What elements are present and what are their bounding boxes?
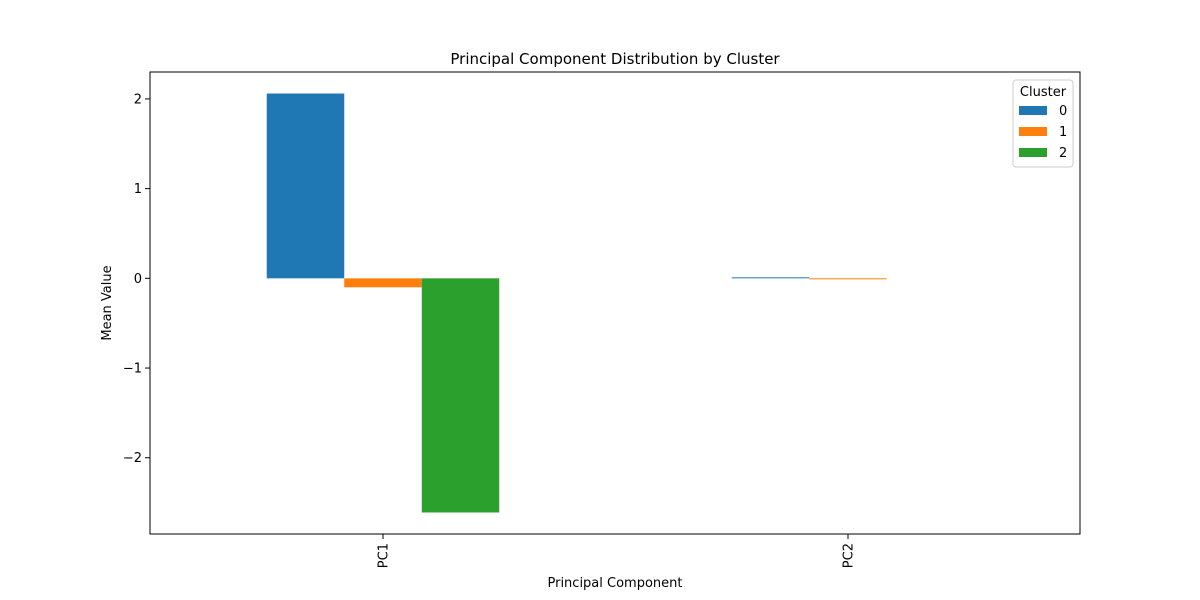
y-tick-label: −2 [123,451,142,466]
legend-swatch-cluster-0 [1019,106,1047,115]
x-axis: PC1 PC2 [377,534,857,568]
x-axis-label: Principal Component [547,576,682,591]
legend-label-cluster-0: 0 [1059,104,1067,119]
legend: Cluster 0 1 2 [1012,79,1074,168]
bar-pc1-cluster-0 [266,93,345,279]
legend-label-cluster-1: 1 [1059,125,1067,140]
legend-swatch-cluster-2 [1019,148,1047,157]
x-tick-label-pc1: PC1 [377,543,392,568]
bar-pc1-cluster-1 [344,278,422,288]
y-tick-label: 0 [134,272,142,287]
legend-swatch-cluster-1 [1019,127,1047,136]
bar-pc1-cluster-2 [421,278,500,513]
y-axis-label: Mean Value [100,265,115,340]
legend-items: 0 1 2 [1019,104,1067,161]
chart-title: Principal Component Distribution by Clus… [450,50,780,68]
legend-frame [1012,79,1074,168]
y-axis: 2 1 0 −1 −2 [123,92,150,466]
legend-label-cluster-2: 2 [1059,146,1067,161]
y-tick-label: −1 [123,362,142,377]
bar-pc2-cluster-1 [809,278,887,280]
y-tick-label: 1 [134,182,142,197]
legend-title: Cluster [1020,85,1067,100]
x-tick-label-pc2: PC2 [842,543,857,568]
bar-pc2-cluster-0 [731,277,810,279]
plot-frame [149,71,1081,535]
bars-layer [266,93,887,513]
y-tick-label: 2 [134,92,142,107]
